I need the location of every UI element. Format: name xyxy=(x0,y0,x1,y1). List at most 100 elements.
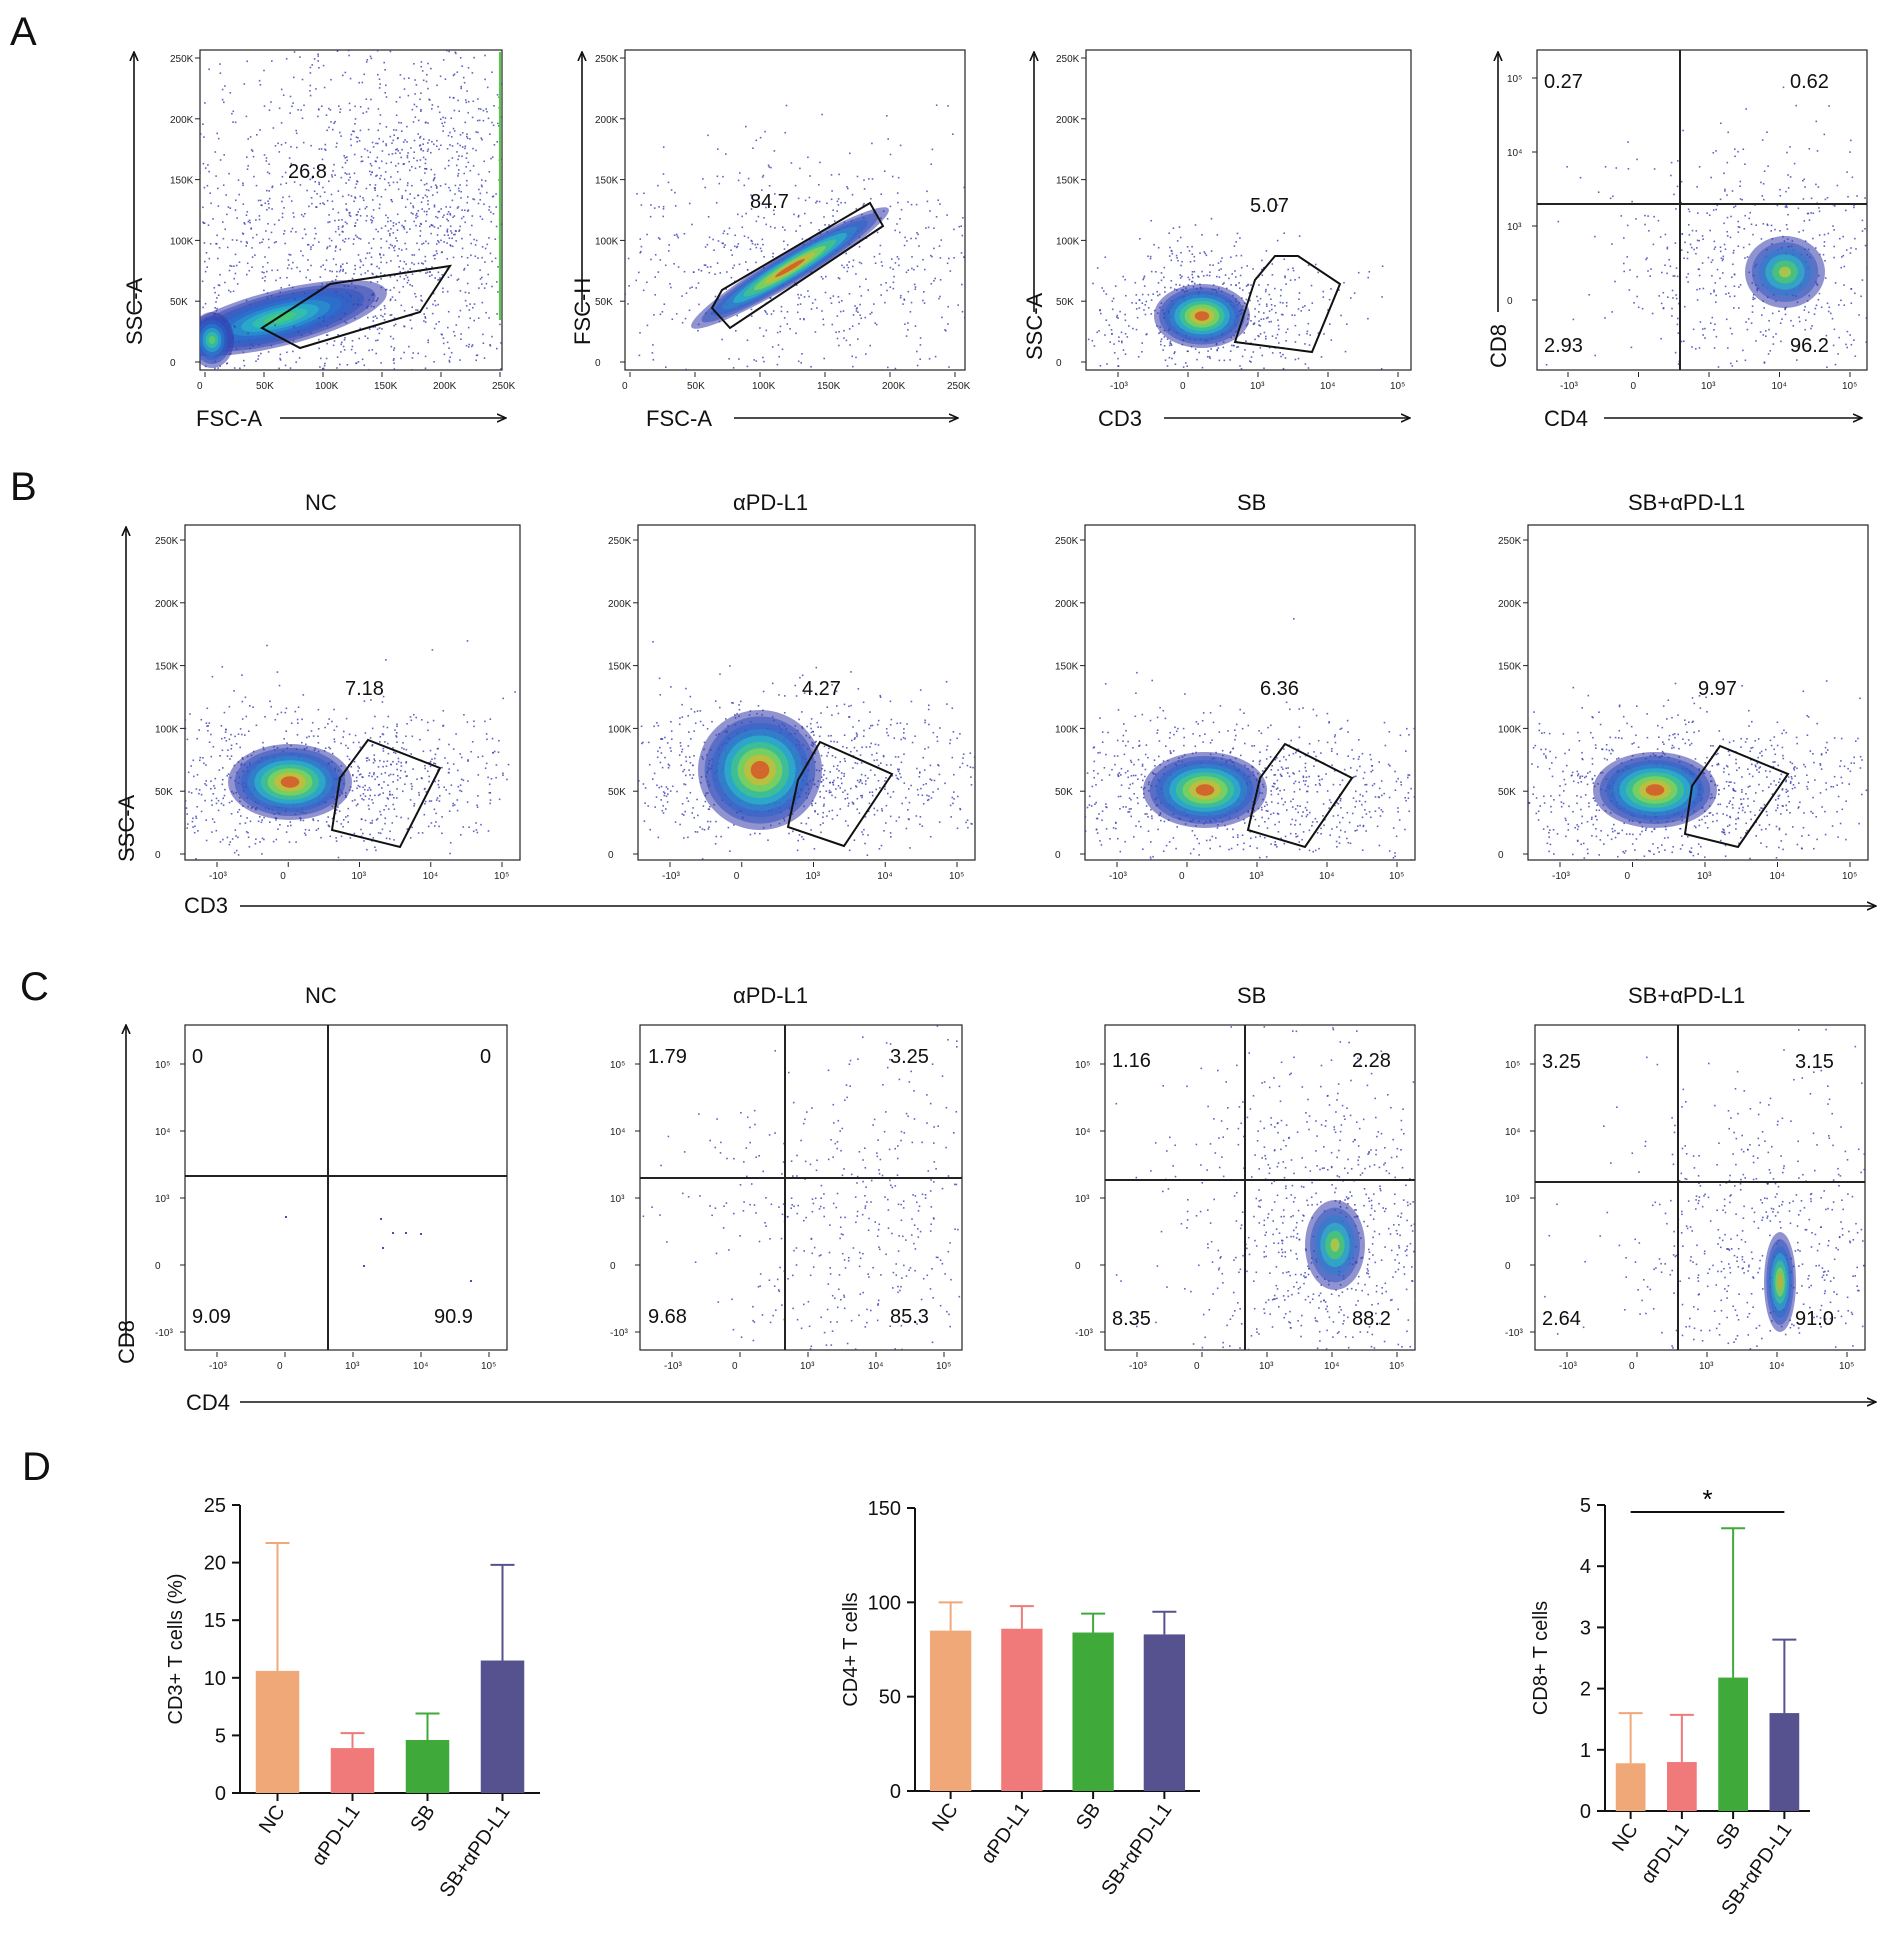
event-dot xyxy=(380,1218,382,1220)
y-tick-label: 10³ xyxy=(155,1194,170,1205)
x-axis-label: FSC-A xyxy=(646,406,712,431)
quadrant-value-lr: 91.0 xyxy=(1795,1308,1834,1330)
gate-value: 4.27 xyxy=(802,678,841,700)
y-axis-label: CD3+ T cells (%) xyxy=(165,1574,187,1725)
axis-ticks: -10³ 0 10³ 10⁴ 10⁵ -10³ 0 10³ 10⁴ 10⁵ xyxy=(610,1060,951,1372)
x-tick-label: 100K xyxy=(315,381,339,392)
gate-value: 26.8 xyxy=(288,161,327,183)
y-tick-label: 10³ xyxy=(610,1194,625,1205)
plot-frame xyxy=(1085,49,1412,371)
x-axis-label: CD4 xyxy=(186,1390,230,1415)
category-label: SB+αPD-L1 xyxy=(1097,1799,1176,1899)
quadrant-value-ll: 8.35 xyxy=(1112,1308,1151,1330)
y-tick-label: 0 xyxy=(170,358,176,369)
x-tick-label: 200K xyxy=(882,381,906,392)
plot-frame xyxy=(1534,1024,1866,1351)
axis-ticks: -10³ 0 10³ 10⁴ 10⁵ 0 10³ 10⁴ 10⁵ xyxy=(1507,74,1857,392)
event-dot xyxy=(392,1232,394,1234)
y-tick-label: 50K xyxy=(608,787,626,798)
y-tick-label: 10⁵ xyxy=(1505,1060,1520,1071)
x-tick-label: 0 xyxy=(197,381,203,392)
y-tick-label: -10³ xyxy=(1075,1328,1093,1339)
y-tick-label: 100K xyxy=(1055,724,1079,735)
event-dot xyxy=(405,1232,407,1234)
y-tick-label: 1 xyxy=(1580,1740,1591,1762)
group-title-apdl1: αPD-L1 xyxy=(733,490,808,515)
y-tick-label: 200K xyxy=(170,115,194,126)
plot-frame xyxy=(637,524,976,861)
bar xyxy=(405,1740,450,1793)
y-tick-label: 50K xyxy=(1055,787,1073,798)
x-tick-label: 10⁵ xyxy=(1842,871,1857,882)
y-axis-label: CD8 xyxy=(114,1320,139,1364)
x-tick-label: 10⁴ xyxy=(1320,381,1335,392)
category-label: NC xyxy=(928,1799,963,1835)
x-tick-label: 10³ xyxy=(800,1361,815,1372)
gate-polygon xyxy=(1246,742,1354,849)
y-axis-label: CD8+ T cells xyxy=(1530,1601,1552,1715)
y-tick-label: 50K xyxy=(1498,787,1516,798)
quadrant-value-ll: 2.93 xyxy=(1544,335,1583,357)
x-tick-label: 10⁵ xyxy=(936,1361,951,1372)
x-tick-label: 10³ xyxy=(1697,871,1712,882)
y-tick-label: 150K xyxy=(155,662,179,673)
x-tick-label: 0 xyxy=(734,871,740,882)
bar xyxy=(1769,1713,1800,1811)
x-tick-label: 100K xyxy=(752,381,776,392)
y-axis-label: SSC-A xyxy=(122,277,147,345)
y-tick-label: 150K xyxy=(170,176,194,187)
group-title-sb: SB xyxy=(1237,490,1266,515)
y-tick-label: 100K xyxy=(608,724,632,735)
plot-scatter xyxy=(185,640,516,860)
category-label: αPD-L1 xyxy=(1637,1819,1694,1888)
axis-ticks: -10³ 0 10³ 10⁴ 10⁵ 0 50K 100K 150K 200K 250K xyxy=(1498,536,1857,882)
gate-value: 9.97 xyxy=(1698,678,1737,700)
plot-scatter xyxy=(625,104,965,370)
x-tick-label: 10³ xyxy=(806,871,821,882)
x-axis-label: CD3 xyxy=(1098,406,1142,431)
plot-frame xyxy=(184,524,521,861)
y-axis-label: SSC-A xyxy=(1022,292,1047,360)
x-tick-label: 10⁵ xyxy=(1389,1361,1404,1372)
axis-ticks: -10³ 0 10³ 10⁴ 10⁵ 0 50K 100K 150K 200K 250K xyxy=(155,536,509,882)
quadrant-value-ll: 2.64 xyxy=(1542,1308,1581,1330)
category-label: SB xyxy=(1712,1819,1745,1853)
y-tick-label: 200K xyxy=(608,599,632,610)
y-tick-label: 10⁵ xyxy=(1507,74,1522,85)
event-dot xyxy=(285,1216,287,1218)
quadrant-value-ur: 0.62 xyxy=(1790,71,1829,93)
y-tick-label: 100K xyxy=(1498,724,1522,735)
x-tick-label: 10⁴ xyxy=(1319,871,1334,882)
y-tick-label: 200K xyxy=(595,115,619,126)
x-tick-label: 200K xyxy=(433,381,457,392)
x-tick-label: 250K xyxy=(947,381,971,392)
plot-frame xyxy=(184,1024,508,1351)
scatter-cloud xyxy=(638,641,975,860)
category-label: SB xyxy=(406,1801,439,1835)
y-tick-label: 10⁴ xyxy=(1505,1127,1520,1138)
plot-b-apdl1: 4.27 -10³ 0 10³ 10⁴ 10⁵ 0 50K 100K 150K 200K 250K xyxy=(608,524,976,882)
y-tick-label: 250K xyxy=(1055,536,1079,547)
x-tick-label: 50K xyxy=(256,381,274,392)
plot-frame xyxy=(1104,1024,1416,1351)
category-label: SB+αPD-L1 xyxy=(435,1801,514,1901)
quadrant-value-ul: 1.16 xyxy=(1112,1050,1151,1072)
y-tick-label: 0 xyxy=(890,1781,901,1803)
plot-frame xyxy=(199,49,503,371)
gate-polygon xyxy=(1683,744,1790,849)
panel-b: NC αPD-L1 SB SB+αPD-L1 7.18 -10³ 0 10³ 10⁴ 1… xyxy=(114,490,1890,918)
y-tick-label: 0 xyxy=(1498,850,1504,861)
x-tick-label: 10⁴ xyxy=(1769,1361,1784,1372)
y-tick-label: 100K xyxy=(1056,236,1080,247)
x-tick-label: 250K xyxy=(492,381,516,392)
x-tick-label: 10⁵ xyxy=(949,871,964,882)
panel-label-b: B xyxy=(10,465,37,509)
quadrant-value-ll: 9.09 xyxy=(192,1306,231,1328)
y-tick-label: 250K xyxy=(1056,54,1080,65)
quadrant-value-ul: 1.79 xyxy=(648,1046,687,1068)
gate-value: 5.07 xyxy=(1250,195,1289,217)
y-tick-label: 150K xyxy=(1055,662,1079,673)
y-axis-label: SSC-A xyxy=(114,794,139,862)
